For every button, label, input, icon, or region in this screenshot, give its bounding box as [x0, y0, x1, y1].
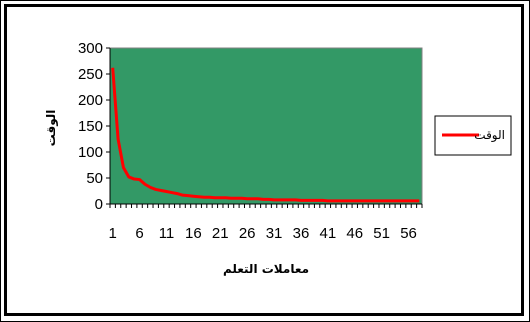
series-group — [111, 67, 420, 203]
x-tick-label: 16 — [185, 225, 202, 242]
x-tick-label: 26 — [239, 225, 256, 242]
y-tick-label: 250 — [78, 66, 103, 83]
y-axis-title: الوقت — [44, 110, 59, 147]
y-tick-label: 300 — [78, 40, 103, 57]
y-tick-label: 0 — [95, 196, 103, 213]
x-axis-title: معاملات التعلم — [223, 262, 309, 276]
x-tick-label: 46 — [346, 225, 363, 242]
x-tick-label: 31 — [266, 225, 283, 242]
x-tick-label: 36 — [293, 225, 310, 242]
x-axis-ticks: 1 6 11 16 21 26 31 36 41 46 51 56 — [109, 204, 423, 242]
x-tick-label: 21 — [212, 225, 229, 242]
series-line — [111, 67, 420, 203]
y-tick-label: 200 — [78, 92, 103, 109]
x-tick-label: 11 — [159, 225, 175, 242]
legend-label: الوقت — [474, 128, 505, 143]
x-tick-label: 51 — [373, 225, 390, 242]
x-tick-label: 6 — [135, 225, 143, 242]
x-tick-label: 56 — [400, 225, 417, 242]
y-axis-ticks: 0 50 100 150 200 250 300 — [78, 40, 110, 213]
plot-area — [109, 47, 423, 205]
x-tick-label: 41 — [320, 225, 337, 242]
x-tick-label: 1 — [109, 225, 117, 242]
y-tick-label: 100 — [78, 144, 103, 161]
y-tick-label: 150 — [78, 118, 103, 135]
y-tick-label: 50 — [86, 170, 103, 187]
